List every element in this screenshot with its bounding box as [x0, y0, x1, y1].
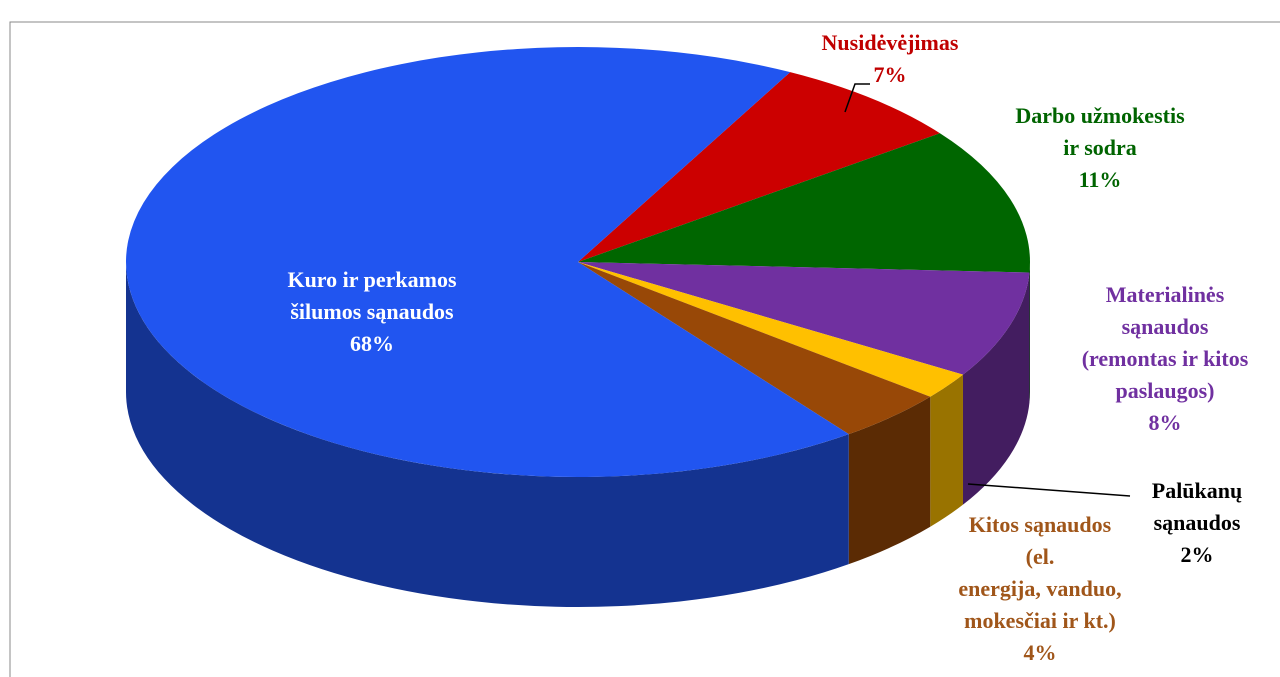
pie-slice	[578, 72, 940, 263]
pie-slice	[125, 46, 849, 478]
value-label: 2%	[1181, 542, 1214, 567]
slice-label: Nusidėvėjimas	[822, 30, 959, 55]
leader-line	[967, 483, 1131, 497]
pie	[125, 46, 1030, 607]
slice-label: Darbo užmokestis ir sodra	[1015, 103, 1185, 160]
pie-slice	[578, 262, 963, 397]
slice-label: Kitos sąnaudos (el. energija, vanduo, mokes…	[958, 512, 1121, 633]
value-label: 11%	[1079, 167, 1122, 192]
value-label: 68%	[350, 331, 394, 356]
pie-side	[125, 262, 849, 607]
value-label: 7%	[874, 62, 907, 87]
pie-side	[930, 374, 963, 527]
chart-frame	[9, 21, 1280, 677]
slice-label: Materialinės sąnaudos (remontas ir kitos pa…	[1082, 282, 1249, 403]
leader-line	[844, 83, 870, 113]
pie-slice	[578, 262, 1030, 375]
value-label: 4%	[1024, 640, 1057, 665]
slice-label: Kuro ir perkamos šilumos sąnaudos	[287, 267, 457, 324]
slice-label: Palūkanų sąnaudos	[1152, 478, 1243, 535]
pie-side	[1029, 262, 1030, 403]
pie-side	[848, 396, 931, 565]
pie-slice	[578, 262, 931, 435]
labels: Nusidėvėjimas 7% Darbo užmokestis ir sodra 1…	[287, 30, 1248, 665]
value-label: 8%	[1149, 410, 1182, 435]
pie-slice	[578, 133, 1030, 273]
pie-side	[962, 272, 1030, 505]
